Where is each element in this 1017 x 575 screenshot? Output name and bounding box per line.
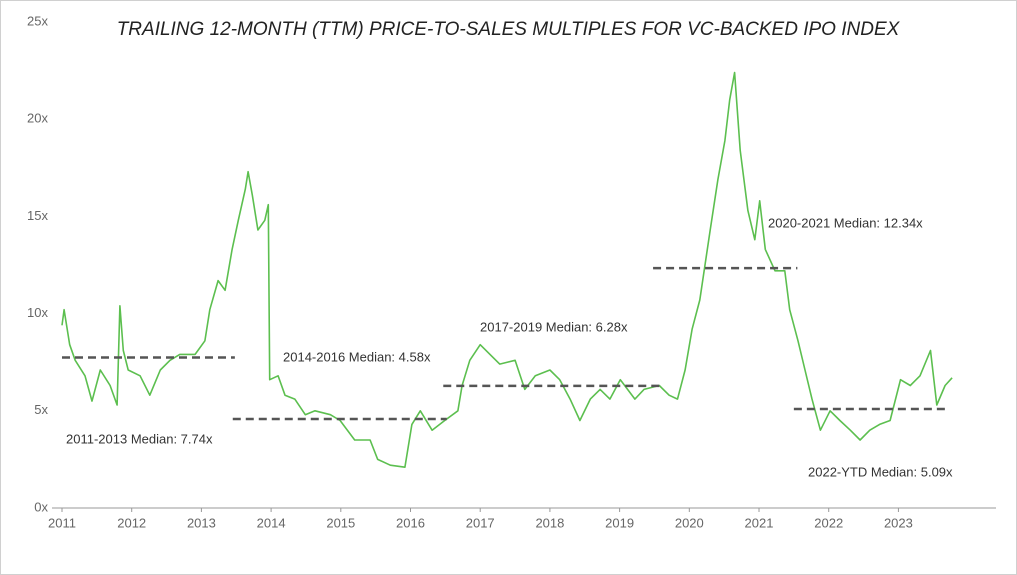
median-annotation: 2011-2013 Median: 7.74x (66, 431, 213, 446)
x-tick-label: 2014 (257, 515, 286, 530)
median-annotation: 2014-2016 Median: 4.58x (283, 349, 431, 364)
median-annotation: 2017-2019 Median: 6.28x (480, 319, 628, 334)
chart-title: TRAILING 12-MONTH (TTM) PRICE-TO-SALES M… (117, 19, 901, 40)
x-tick-label: 2013 (187, 515, 216, 530)
x-tick-label: 2011 (48, 515, 76, 530)
x-tick-label: 2021 (745, 515, 774, 530)
x-tick-label: 2012 (117, 515, 146, 530)
line-series (61, 71, 953, 468)
x-tick-label: 2018 (535, 515, 564, 530)
y-tick-label: 5x (34, 402, 48, 417)
y-tick-label: 20x (27, 111, 48, 126)
y-tick-label: 15x (27, 208, 48, 223)
x-tick-label: 2017 (466, 515, 495, 530)
x-tick-label: 2016 (396, 515, 425, 530)
x-tick-label: 2015 (326, 515, 355, 530)
y-tick-label: 0x (34, 499, 48, 514)
y-tick-label: 25x (27, 13, 48, 28)
x-tick-label: 2019 (605, 515, 634, 530)
median-annotation: 2022-YTD Median: 5.09x (808, 464, 953, 479)
x-tick-label: 2022 (814, 515, 843, 530)
x-tick-label: 2023 (884, 515, 913, 530)
x-tick-label: 2020 (675, 515, 704, 530)
median-annotation: 2020-2021 Median: 12.34x (768, 215, 923, 230)
y-tick-label: 10x (27, 305, 48, 320)
